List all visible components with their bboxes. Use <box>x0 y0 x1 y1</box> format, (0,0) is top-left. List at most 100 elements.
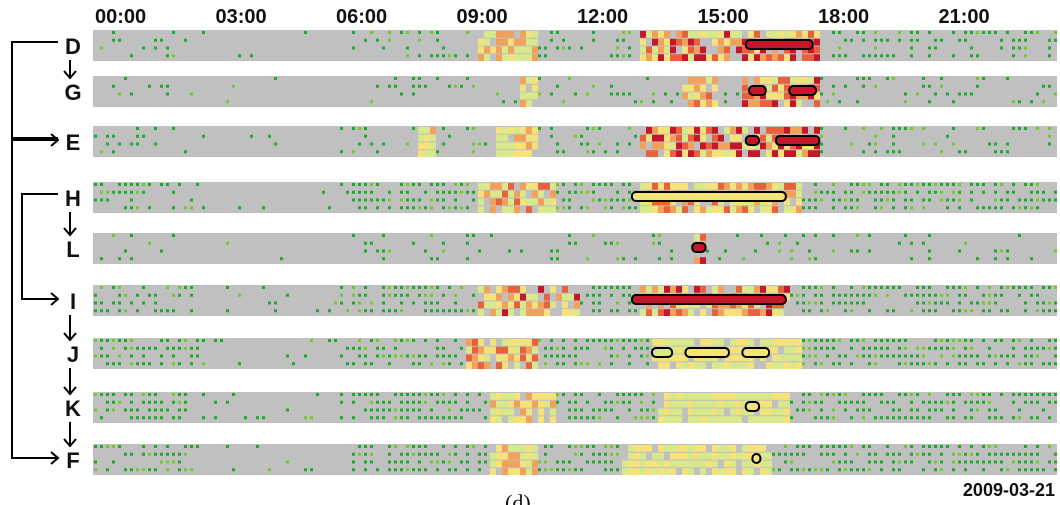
heat-cell <box>952 198 955 202</box>
heat-cell <box>862 468 865 472</box>
heat-cell <box>802 309 805 313</box>
heat-cell <box>580 190 583 194</box>
heat-cell <box>454 452 457 456</box>
heat-cell <box>502 190 508 198</box>
heat-cell <box>502 354 508 362</box>
heat-cell <box>100 309 103 313</box>
heat-cell <box>574 309 580 316</box>
heat-cell <box>592 293 595 297</box>
heat-cell <box>172 393 175 396</box>
heat-cell <box>694 100 700 107</box>
heat-cell <box>862 54 865 58</box>
heat-cell <box>658 460 664 468</box>
heat-cell <box>970 452 973 456</box>
heat-cell <box>514 452 520 460</box>
heat-cell <box>910 206 913 210</box>
heat-cell <box>376 468 379 472</box>
heat-cell <box>940 183 943 186</box>
heat-cell <box>934 301 937 305</box>
heat-cell <box>628 293 631 297</box>
heat-cell <box>172 362 175 366</box>
heat-cell <box>502 31 508 38</box>
heat-cell <box>514 362 520 369</box>
heat-cell <box>406 408 409 412</box>
heat-cell <box>718 142 724 150</box>
heat-cell <box>388 198 391 202</box>
heat-cell <box>946 134 949 138</box>
heat-cell <box>772 286 778 293</box>
highlight-box-j <box>684 347 730 358</box>
heat-cell <box>130 400 133 404</box>
heat-cell <box>1006 77 1009 80</box>
heat-cell <box>418 408 421 412</box>
row-cells-f <box>94 445 1057 475</box>
heat-cell <box>982 393 985 396</box>
heat-cell <box>1036 293 1039 297</box>
heat-cell <box>1006 198 1009 202</box>
heat-cell <box>520 309 526 316</box>
heat-cell <box>940 190 943 194</box>
heat-cell <box>682 339 688 346</box>
heat-cell <box>628 393 631 396</box>
heat-cell <box>430 150 436 157</box>
heat-cell <box>484 46 490 54</box>
heat-cell <box>268 468 271 472</box>
heat-cell <box>1042 190 1045 194</box>
heat-cell <box>100 286 103 289</box>
heat-cell <box>736 354 742 362</box>
heat-cell <box>934 339 937 342</box>
heat-cell <box>370 416 373 420</box>
heat-cell <box>166 346 169 350</box>
heat-cell <box>94 354 97 358</box>
heat-cell <box>172 346 175 350</box>
heat-cell <box>1030 393 1033 396</box>
heat-cell <box>148 408 151 412</box>
heat-cell <box>808 54 814 61</box>
heat-cell <box>748 183 754 190</box>
heat-cell <box>1030 257 1033 261</box>
heat-cell <box>112 134 115 138</box>
heat-cell <box>682 309 688 316</box>
heat-cell <box>832 293 835 297</box>
heat-cell <box>106 445 109 448</box>
heat-cell <box>832 92 835 96</box>
heat-cell <box>850 249 853 253</box>
heat-cell <box>706 127 712 134</box>
heat-cell <box>478 393 481 396</box>
heat-cell <box>766 460 772 468</box>
heat-cell <box>706 408 712 416</box>
heat-cell <box>358 354 361 358</box>
heat-cell <box>916 183 919 186</box>
heat-cell <box>802 452 805 456</box>
heat-cell <box>976 84 979 88</box>
heat-cell <box>592 38 595 42</box>
heat-cell <box>928 100 931 104</box>
heat-cell <box>118 190 121 194</box>
heat-cell <box>592 452 595 456</box>
heat-cell <box>502 460 508 468</box>
heat-cell <box>808 31 814 38</box>
heat-cell <box>466 190 469 194</box>
heat-cell <box>628 400 631 404</box>
heat-cell <box>874 354 877 358</box>
heat-cell <box>526 46 532 54</box>
heat-cell <box>514 142 520 150</box>
heat-cell <box>844 354 847 358</box>
heat-cell <box>802 286 805 289</box>
heat-cell <box>712 84 718 92</box>
heat-cell <box>1048 445 1051 448</box>
heat-cell <box>526 460 532 468</box>
heat-cell <box>778 249 781 253</box>
heat-cell <box>802 77 808 84</box>
heat-cell <box>490 206 496 213</box>
heat-cell <box>520 190 526 198</box>
heat-cell <box>958 198 961 202</box>
heat-cell <box>346 362 349 366</box>
heat-cell <box>634 416 637 420</box>
heat-cell <box>556 183 559 186</box>
heat-cell <box>1048 400 1051 404</box>
heat-cell <box>124 190 127 194</box>
heat-cell <box>994 408 997 412</box>
heat-cell <box>652 234 655 237</box>
heat-cell <box>496 445 502 452</box>
